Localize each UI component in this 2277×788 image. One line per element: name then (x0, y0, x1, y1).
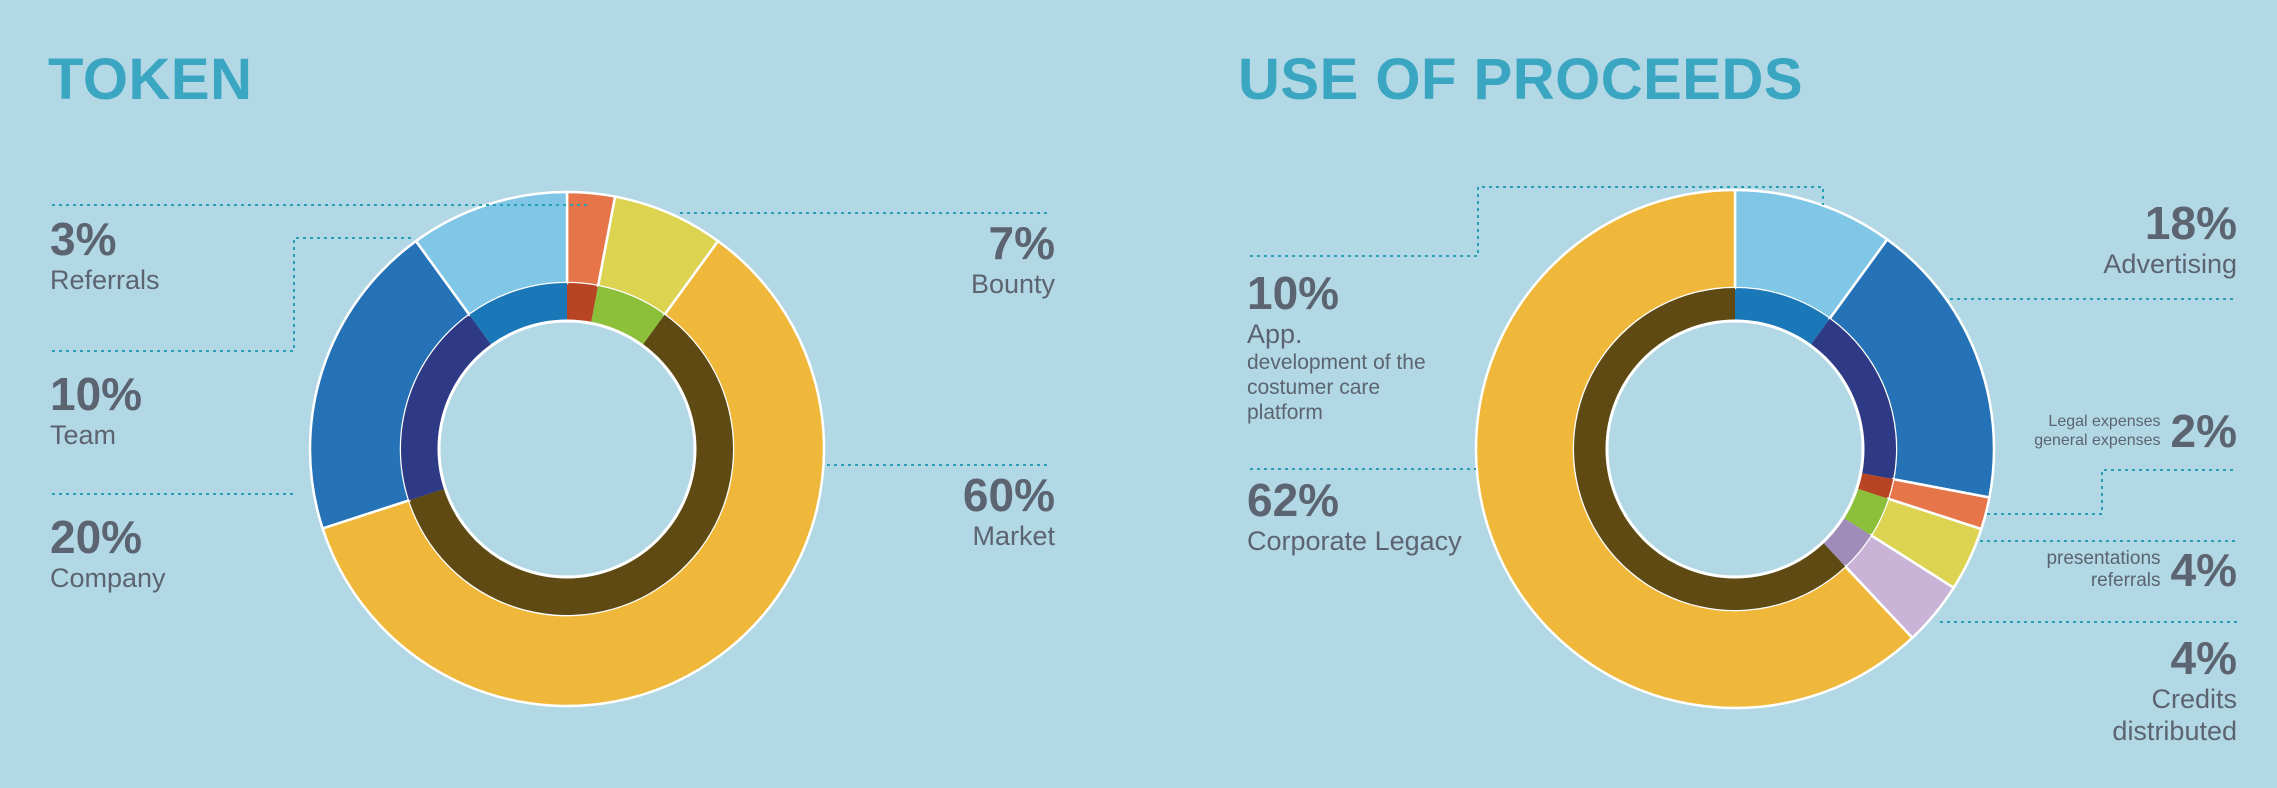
leader-legal (1987, 469, 2237, 515)
label-bounty-name: Bounty (970, 269, 1055, 299)
label-presentations-line-2: referrals (2090, 570, 2161, 591)
label-market-pct: 60% (962, 469, 1055, 521)
label-company: 20% Company (50, 512, 166, 594)
label-credits-line-1: Credits (2151, 684, 2237, 714)
token-donut-chart (308, 190, 826, 708)
label-company-pct: 20% (50, 511, 143, 563)
slice-inner-referrals (567, 283, 599, 324)
label-legal-line-1: Legal expenses (2048, 413, 2161, 430)
slice-inner-app-development-of-the-costumer-care-platform (1735, 288, 1830, 346)
label-referrals-name: Referrals (50, 265, 160, 295)
label-company-name: Company (50, 563, 166, 593)
label-referrals-pct: 3% (50, 213, 117, 265)
leader-app (1250, 186, 1824, 257)
label-app-pct: 10% (1247, 267, 1340, 319)
label-market: 60% Market (963, 470, 1055, 552)
label-legal-line-2: general expenses (2034, 432, 2161, 449)
label-app-detail-2: costumer care (1247, 376, 1381, 399)
label-referrals: 3% Referrals (50, 214, 160, 296)
slice-inner-company (400, 314, 492, 501)
label-credits: 4% Credits distributed (2112, 633, 2237, 747)
label-app-detail-1: development of the (1247, 351, 1426, 374)
label-market-name: Market (972, 521, 1055, 551)
label-presentations-line-1: presentations (2046, 548, 2161, 569)
leader-team (52, 237, 415, 352)
label-legal-expenses: Legal expenses general expenses 2% (2034, 406, 2237, 456)
label-advertising: 18% Advertising (2103, 198, 2237, 280)
label-app-development: 10% App. development of the costumer car… (1247, 268, 1426, 425)
donut-hole (437, 319, 697, 579)
proceeds-title: USE OF PROCEEDS (1238, 47, 1804, 112)
slice-inner-corporate-legacy (1574, 288, 1846, 610)
label-team-pct: 10% (50, 368, 143, 420)
label-advertising-name: Advertising (2103, 249, 2237, 279)
donut-hole (1605, 319, 1865, 579)
label-credits-line-2: distributed (2112, 716, 2237, 746)
label-advertising-pct: 18% (2144, 197, 2237, 249)
label-corporate-legacy: 62% Corporate Legacy (1247, 475, 1462, 557)
label-presentations: presentations referrals 4% (2046, 545, 2237, 595)
label-team: 10% Team (50, 369, 142, 451)
label-app-name: App. (1247, 319, 1303, 349)
label-corporate-pct: 62% (1247, 474, 1340, 526)
slice-inner-legal-expenses-general-expenses (1856, 472, 1894, 499)
label-presentations-pct: 4% (2170, 544, 2237, 596)
label-corporate-name: Corporate Legacy (1247, 526, 1462, 556)
label-bounty-pct: 7% (988, 217, 1055, 269)
label-app-detail-3: platform (1247, 401, 1323, 424)
slice-inner-bounty (590, 285, 665, 346)
label-bounty: 7% Bounty (971, 218, 1055, 300)
label-team-name: Team (50, 420, 117, 450)
proceeds-donut-chart (1474, 188, 1996, 710)
slice-market (321, 239, 826, 708)
leader-lines (52, 186, 2237, 623)
slice-inner-team (469, 283, 567, 346)
label-credits-pct: 4% (2170, 632, 2237, 684)
label-legal-pct: 2% (2170, 405, 2237, 457)
token-title: TOKEN (48, 47, 253, 112)
slice-inner-presentations-referrals (1843, 488, 1889, 536)
